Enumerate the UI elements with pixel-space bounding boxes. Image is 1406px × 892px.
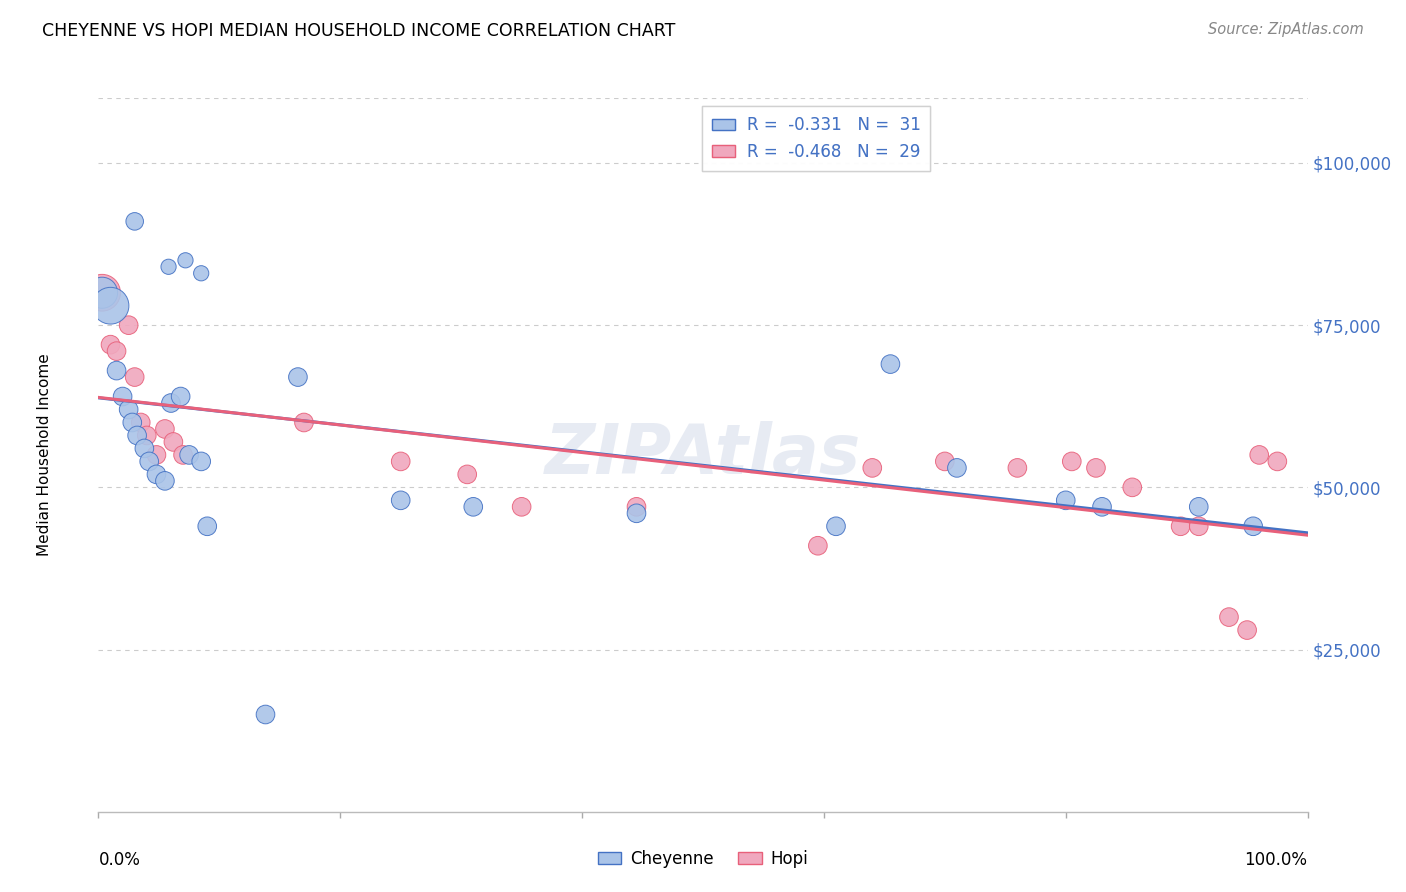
Point	[124, 214, 146, 228]
Point	[190, 454, 212, 468]
Point	[825, 519, 848, 533]
Text: 100.0%: 100.0%	[1244, 851, 1308, 869]
Point	[91, 285, 114, 300]
Point	[195, 519, 218, 533]
Text: 0.0%: 0.0%	[98, 851, 141, 869]
Text: CHEYENNE VS HOPI MEDIAN HOUSEHOLD INCOME CORRELATION CHART: CHEYENNE VS HOPI MEDIAN HOUSEHOLD INCOME…	[42, 22, 675, 40]
Point	[1188, 519, 1211, 533]
Point	[1241, 519, 1264, 533]
Point	[105, 344, 128, 359]
Point	[1218, 610, 1240, 624]
Point	[100, 337, 122, 351]
Point	[1121, 480, 1143, 494]
Point	[118, 402, 141, 417]
Point	[463, 500, 485, 514]
Point	[145, 467, 167, 482]
Point	[1054, 493, 1077, 508]
Point	[389, 493, 412, 508]
Point	[1060, 454, 1083, 468]
Point	[121, 416, 143, 430]
Point	[172, 448, 194, 462]
Point	[879, 357, 901, 371]
Point	[1085, 461, 1108, 475]
Point	[174, 253, 197, 268]
Point	[1267, 454, 1289, 468]
Text: Median Household Income: Median Household Income	[37, 353, 52, 557]
Point	[127, 428, 149, 442]
Point	[91, 285, 114, 300]
Point	[292, 416, 315, 430]
Point	[1170, 519, 1192, 533]
Point	[510, 500, 533, 514]
Point	[626, 506, 648, 520]
Point	[153, 474, 176, 488]
Point	[946, 461, 969, 475]
Point	[129, 416, 152, 430]
Point	[162, 434, 184, 449]
Point	[1007, 461, 1029, 475]
Point	[456, 467, 478, 482]
Point	[254, 707, 277, 722]
Point	[1249, 448, 1271, 462]
Point	[124, 370, 146, 384]
Point	[105, 363, 128, 377]
Point	[190, 266, 212, 280]
Point	[179, 448, 201, 462]
Point	[1236, 623, 1258, 637]
Text: Source: ZipAtlas.com: Source: ZipAtlas.com	[1208, 22, 1364, 37]
Point	[860, 461, 883, 475]
Point	[287, 370, 309, 384]
Point	[100, 299, 122, 313]
Point	[160, 396, 183, 410]
Point	[135, 428, 157, 442]
Text: ZIPAtlas: ZIPAtlas	[546, 421, 860, 489]
Point	[169, 390, 191, 404]
Legend: R =  -0.331   N =  31, R =  -0.468   N =  29: R = -0.331 N = 31, R = -0.468 N = 29	[702, 106, 931, 170]
Point	[1091, 500, 1114, 514]
Point	[138, 454, 160, 468]
Point	[389, 454, 412, 468]
Point	[807, 539, 830, 553]
Point	[134, 442, 156, 456]
Point	[111, 390, 134, 404]
Point	[153, 422, 176, 436]
Point	[157, 260, 180, 274]
Point	[118, 318, 141, 333]
Point	[626, 500, 648, 514]
Point	[934, 454, 956, 468]
Point	[1188, 500, 1211, 514]
Legend: Cheyenne, Hopi: Cheyenne, Hopi	[592, 844, 814, 875]
Point	[145, 448, 167, 462]
